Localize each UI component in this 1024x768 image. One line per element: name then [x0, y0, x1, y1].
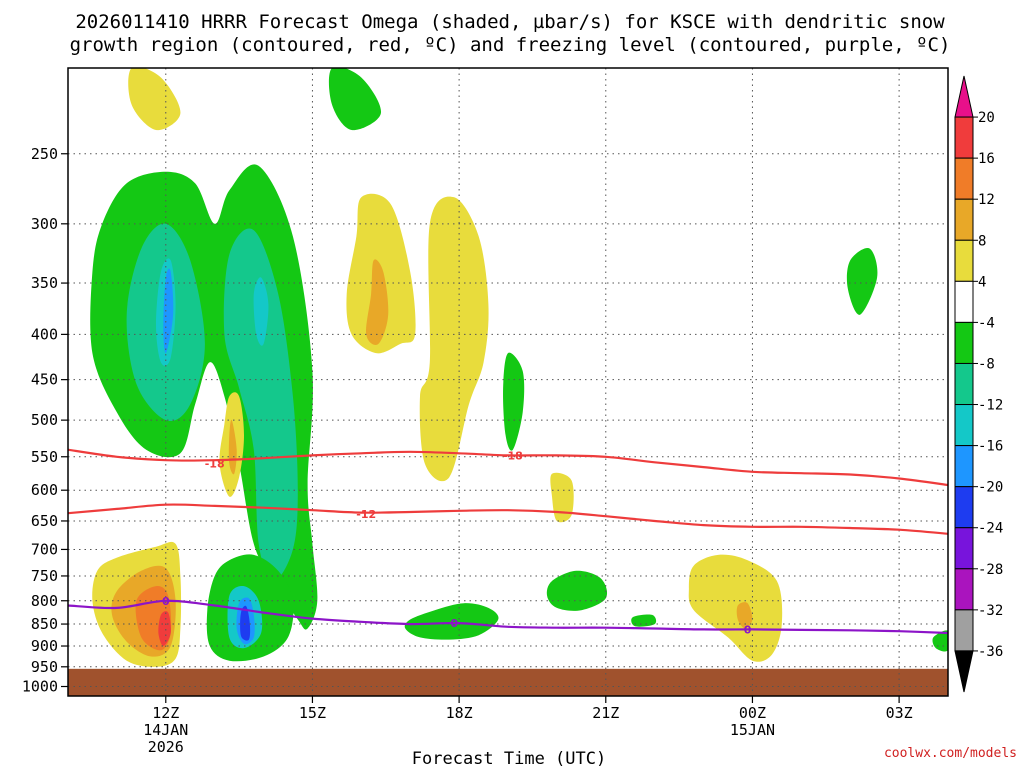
grid-lines — [68, 68, 948, 696]
colorbar-label: 8 — [978, 233, 986, 249]
omega-region — [688, 554, 783, 662]
y-tick-label: 850 — [31, 615, 58, 633]
omega-region — [419, 196, 489, 482]
y-tick-label: 650 — [31, 512, 58, 530]
colorbar-label: -36 — [978, 644, 1003, 660]
contour-label: -18 — [503, 449, 523, 462]
colorbar-label: -28 — [978, 562, 1003, 578]
y-tick-label: 350 — [31, 274, 58, 292]
omega-region — [736, 602, 753, 629]
omega-colorbar: 20 16 12 8 4 -4 -8 -12 -16 -20 -24 -28 -32 -36 — [954, 75, 1003, 693]
contour-line — [68, 448, 948, 487]
chart-title-line2: growth region (contoured, red, ºC) and f… — [70, 34, 951, 56]
colorbar-label: -20 — [978, 480, 1003, 496]
temperature-contours: -18 -18 -12 0 0 0 — [68, 448, 948, 636]
omega-region — [158, 611, 171, 646]
contour-label: -18 — [205, 458, 225, 471]
x-tick-label: 14JAN — [143, 721, 188, 739]
y-tick-label: 950 — [31, 658, 58, 676]
omega-region — [240, 605, 251, 641]
y-tick-label: 250 — [31, 145, 58, 163]
colorbar-swatch — [954, 280, 974, 323]
colorbar-label: 20 — [978, 110, 995, 126]
ground-fill — [68, 668, 948, 696]
colorbar-swatch — [954, 239, 974, 282]
omega-shading — [90, 68, 948, 667]
y-tick-label: 500 — [31, 411, 58, 429]
colorbar-label: -4 — [978, 315, 995, 331]
x-tick-label: 2026 — [148, 738, 184, 756]
colorbar-label: -24 — [978, 521, 1003, 537]
x-tick-label: 03Z — [886, 704, 913, 722]
colorbar-label: 4 — [978, 274, 986, 290]
contour-label: 0 — [744, 623, 752, 636]
colorbar-swatch — [954, 445, 974, 488]
contour-label: 0 — [450, 617, 458, 630]
omega-region — [846, 248, 878, 315]
pressure-axis: 250 300 350 400 450 500 550 600 650 700 750 800 850 9… — [22, 145, 68, 696]
omega-region — [550, 472, 574, 523]
colorbar-label: -32 — [978, 603, 1003, 619]
colorbar-label: -8 — [978, 356, 995, 372]
chart-title-line1: 2026011410 HRRR Forecast Omega (shaded, … — [75, 11, 945, 33]
colorbar-label: 12 — [978, 192, 995, 208]
omega-region — [253, 277, 269, 346]
x-axis-label: Forecast Time (UTC) — [412, 749, 606, 768]
colorbar-swatch — [954, 75, 974, 118]
colorbar-swatch — [954, 650, 974, 693]
colorbar-label: -12 — [978, 398, 1003, 414]
colorbar-swatch — [954, 527, 974, 570]
colorbar-label: -16 — [978, 439, 1003, 455]
omega-region — [932, 630, 948, 652]
x-tick-label: 15JAN — [730, 721, 775, 739]
omega-region — [631, 614, 657, 627]
omega-region — [366, 259, 389, 345]
y-tick-label: 300 — [31, 215, 58, 233]
x-tick-label: 00Z — [739, 704, 766, 722]
x-tick-label: 12Z — [152, 704, 179, 722]
omega-region — [223, 228, 298, 582]
y-tick-label: 450 — [31, 371, 58, 389]
colorbar-swatch — [954, 404, 974, 447]
contour-line — [68, 503, 948, 535]
y-tick-label: 1000 — [22, 678, 58, 696]
credit-text: coolwx.com/models — [884, 746, 1017, 761]
contour-label: -12 — [356, 508, 376, 521]
y-tick-label: 900 — [31, 637, 58, 655]
y-tick-label: 800 — [31, 592, 58, 610]
y-tick-label: 600 — [31, 481, 58, 499]
contour-label: 0 — [162, 595, 170, 608]
colorbar-swatch — [954, 362, 974, 406]
omega-region — [546, 570, 608, 611]
ground-surface — [68, 668, 948, 696]
colorbar-swatch — [954, 568, 974, 611]
x-tick-label: 15Z — [299, 704, 326, 722]
omega-region — [128, 68, 181, 131]
y-tick-label: 700 — [31, 540, 58, 558]
x-tick-label: 18Z — [446, 704, 473, 722]
colorbar-swatch — [954, 321, 974, 364]
x-tick-label: 21Z — [592, 704, 619, 722]
y-tick-label: 750 — [31, 567, 58, 585]
omega-region — [328, 68, 381, 131]
omega-region — [503, 352, 525, 451]
colorbar-swatch — [954, 198, 974, 241]
colorbar-label: 16 — [978, 151, 995, 167]
colorbar-swatch — [954, 609, 974, 652]
colorbar-swatch — [954, 486, 974, 529]
plot-frame — [67, 67, 949, 697]
y-tick-label: 400 — [31, 325, 58, 343]
omega-region — [404, 603, 499, 640]
y-tick-label: 550 — [31, 448, 58, 466]
contour-line — [68, 599, 948, 635]
colorbar-swatch — [954, 157, 974, 200]
colorbar-swatch — [954, 116, 974, 159]
